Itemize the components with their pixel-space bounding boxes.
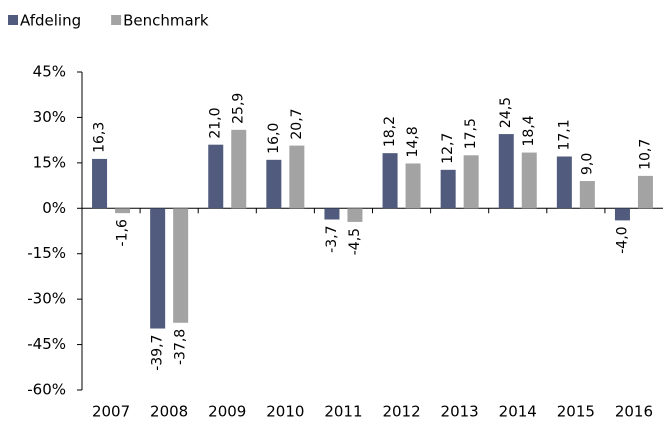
value-label: 21,0 bbox=[208, 108, 224, 139]
bar bbox=[173, 208, 189, 323]
value-label: 25,9 bbox=[231, 93, 247, 124]
legend-swatch bbox=[8, 15, 18, 25]
value-label: 16,0 bbox=[266, 123, 282, 154]
bar bbox=[347, 208, 363, 222]
bar bbox=[115, 208, 131, 214]
bar bbox=[637, 175, 653, 209]
bar bbox=[440, 169, 456, 209]
y-tick-label: 30% bbox=[33, 108, 66, 126]
legend-swatch bbox=[111, 15, 122, 25]
value-label: -4,5 bbox=[347, 228, 363, 255]
value-label: -4,0 bbox=[614, 226, 630, 253]
y-tick-label: 15% bbox=[33, 153, 66, 171]
value-label: 9,0 bbox=[579, 153, 595, 175]
value-label: 14,8 bbox=[405, 126, 421, 157]
bar bbox=[324, 208, 340, 220]
bar bbox=[382, 153, 398, 209]
x-tick-label: 2016 bbox=[615, 403, 653, 421]
value-label: 17,1 bbox=[556, 119, 572, 150]
bar bbox=[289, 145, 305, 209]
x-tick-label: 2008 bbox=[150, 403, 188, 421]
value-label: 18,4 bbox=[521, 115, 537, 146]
y-tick-label: 45% bbox=[33, 63, 66, 81]
legend-label: Benchmark bbox=[123, 12, 209, 30]
bar bbox=[231, 129, 247, 209]
x-tick-label: 2014 bbox=[499, 403, 537, 421]
bar bbox=[92, 158, 108, 209]
x-tick-label: 2012 bbox=[382, 403, 420, 421]
y-tick-label: -30% bbox=[27, 290, 66, 308]
bar bbox=[150, 208, 166, 329]
value-label: -39,7 bbox=[150, 335, 166, 371]
value-label: 12,7 bbox=[440, 133, 456, 164]
value-label: 17,5 bbox=[463, 118, 479, 149]
value-label: -3,7 bbox=[324, 225, 340, 252]
x-tick-label: 2009 bbox=[208, 403, 246, 421]
bar bbox=[556, 156, 572, 209]
value-label: -1,6 bbox=[115, 219, 131, 246]
value-label: 20,7 bbox=[289, 108, 305, 139]
bar bbox=[614, 208, 630, 221]
y-tick-label: 0% bbox=[42, 199, 66, 217]
value-label: 16,3 bbox=[92, 122, 108, 153]
x-tick-label: 2015 bbox=[557, 403, 595, 421]
x-tick-label: 2013 bbox=[441, 403, 479, 421]
y-tick-label: -15% bbox=[27, 244, 66, 262]
value-label: 10,7 bbox=[637, 139, 653, 170]
x-tick-label: 2011 bbox=[324, 403, 362, 421]
x-tick-label: 2010 bbox=[266, 403, 304, 421]
bar bbox=[579, 181, 595, 209]
x-tick-label: 2007 bbox=[92, 403, 130, 421]
y-tick-label: -60% bbox=[27, 381, 66, 399]
bar bbox=[521, 152, 537, 209]
bar bbox=[266, 159, 282, 209]
bar bbox=[405, 163, 421, 209]
bar bbox=[498, 134, 514, 209]
value-label: 18,2 bbox=[382, 116, 398, 147]
y-tick-label: -45% bbox=[27, 335, 66, 353]
bar bbox=[208, 144, 224, 209]
legend-label: Afdeling bbox=[20, 12, 81, 30]
value-label: -37,8 bbox=[173, 329, 189, 365]
bar bbox=[463, 155, 479, 209]
value-label: 24,5 bbox=[498, 97, 514, 128]
